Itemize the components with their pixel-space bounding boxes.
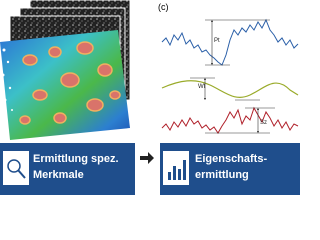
annotations: [190, 19, 275, 134]
profile-line: [161, 80, 299, 98]
profile-label: Wt: [198, 84, 206, 90]
panel-label: (c): [158, 2, 169, 12]
step-text: Ermittlung spez.: [33, 153, 119, 165]
step-box: Eigenschafts- ermittlung: [160, 143, 300, 195]
figure: (c) Pt Wt Sz Ermittlung spez. Merkmale E…: [0, 0, 300, 195]
image-stack: [0, 0, 131, 140]
step-box: Ermittlung spez. Merkmale: [0, 143, 135, 195]
step-text: Merkmale: [33, 169, 84, 181]
profile-label: Pt: [214, 38, 220, 44]
step-text: ermittlung: [195, 169, 249, 181]
profile-line: [161, 18, 299, 66]
step-text: Eigenschafts-: [195, 153, 267, 165]
profile-line: [161, 106, 299, 134]
profile-label: Sz: [260, 120, 267, 126]
arrow: [140, 152, 154, 164]
